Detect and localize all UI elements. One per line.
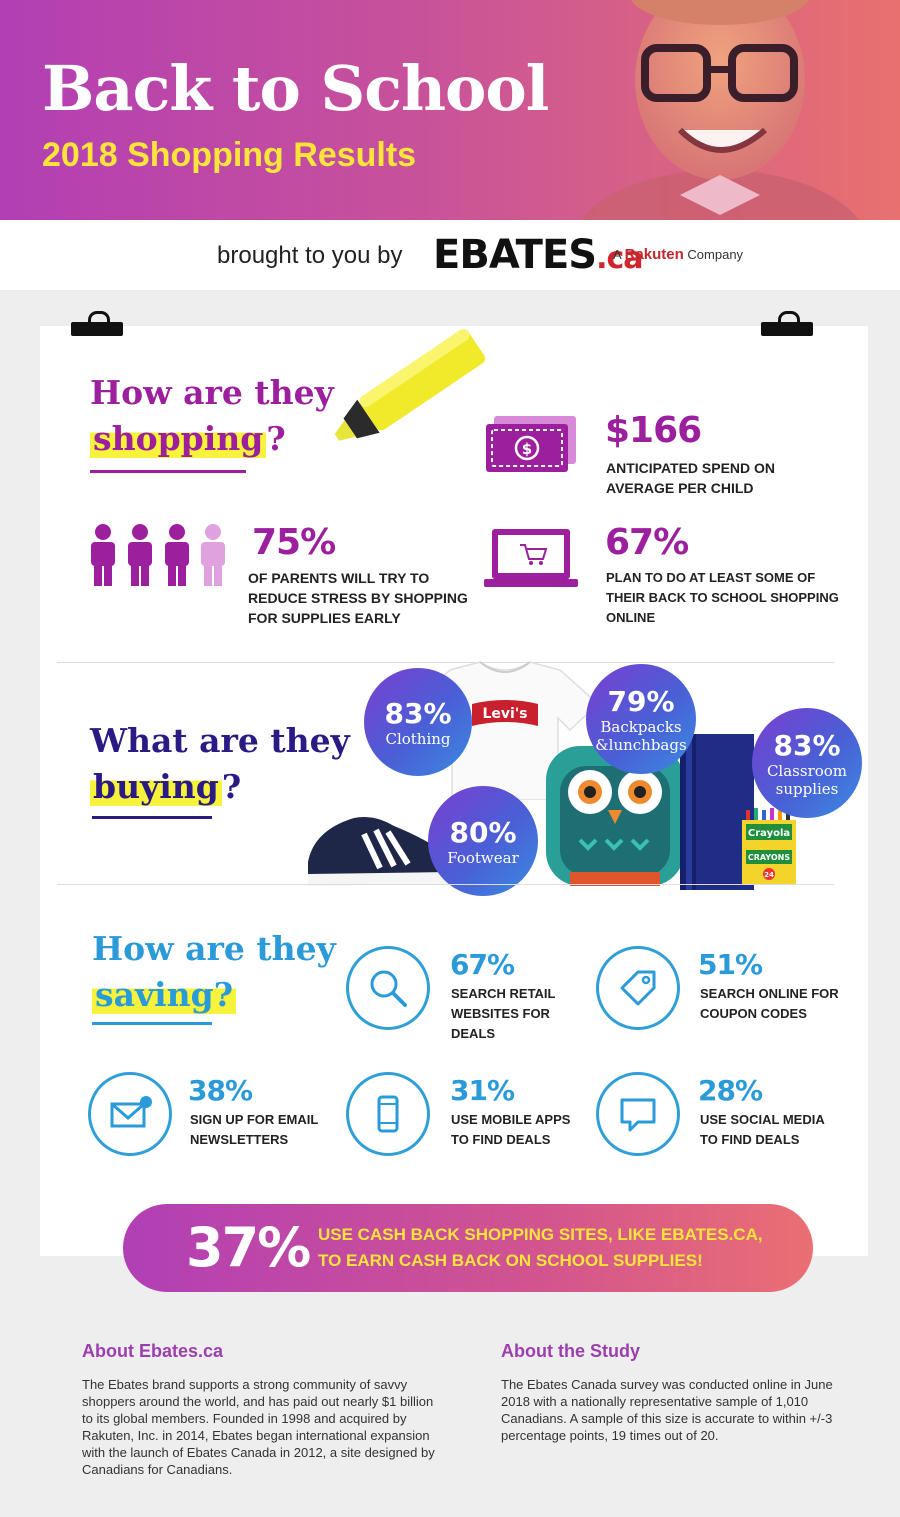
about-ebates-text: The Ebates brand supports a strong commu…: [82, 1377, 435, 1477]
tag-icon: [596, 946, 680, 1030]
crayons-image: Crayola CRAYONS 24: [742, 808, 796, 884]
saving-heading: How are they saving?: [92, 929, 336, 1014]
heading-underline: [92, 1022, 212, 1025]
parents-icon: [91, 524, 225, 586]
highlighter-icon: [334, 329, 486, 441]
save-stat-text: SEARCH ONLINE FOR COUPON CODES: [700, 986, 839, 1021]
money-icon: $: [486, 416, 576, 472]
save-stat-text: USE MOBILE APPS TO FIND DEALS: [451, 1112, 571, 1147]
crayola-label: Crayola: [748, 828, 790, 839]
binder-clip-icon: [761, 311, 813, 336]
cashback-value: 37%: [186, 1216, 311, 1279]
about-study-title: About the Study: [501, 1341, 640, 1361]
laptop-cart-icon: [484, 529, 578, 587]
save-stat-value: 51%: [698, 948, 763, 981]
save-stat-value: 28%: [698, 1074, 763, 1107]
chat-bubble-icon: [596, 1072, 680, 1156]
hero-title: Back to School: [42, 52, 549, 125]
online-text: PLAN TO DO AT LEAST SOME OF THEIR BACK T…: [606, 570, 839, 625]
crayon-count: 24: [764, 871, 774, 879]
bubble-clothing: 83% Clothing: [364, 668, 472, 776]
binder-clip-icon: [71, 311, 123, 336]
shopping-heading: How are they shopping?: [90, 373, 334, 458]
save-stat-value: 31%: [450, 1074, 515, 1107]
hero-banner: [0, 0, 900, 220]
ebates-logo: EBATES.ca: [433, 232, 644, 278]
save-stat-text: USE SOCIAL MEDIA TO FIND DEALS: [700, 1112, 825, 1147]
levis-logo: Levi's: [483, 706, 528, 722]
early-value: 75%: [252, 522, 336, 563]
about-ebates-title: About Ebates.ca: [82, 1341, 224, 1361]
cashback-text: USE CASH BACK SHOPPING SITES, LIKE EBATE…: [318, 1225, 763, 1270]
save-stat-text: SEARCH RETAIL WEBSITES FOR DEALS: [451, 986, 556, 1041]
heading-underline: [92, 816, 212, 819]
spend-text: ANTICIPATED SPEND ON AVERAGE PER CHILD: [606, 460, 776, 496]
buying-heading: What are they buying?: [90, 721, 350, 806]
svg-text:$: $: [522, 440, 532, 458]
save-stat-value: 67%: [450, 948, 515, 981]
search-icon: [346, 946, 430, 1030]
rakuten-tagline: A Rakuten Company: [613, 246, 744, 263]
child-photo: [580, 0, 860, 220]
bubble-classroom: 83% Classroom supplies: [752, 708, 862, 818]
online-value: 67%: [605, 522, 689, 563]
mobile-phone-icon: [346, 1072, 430, 1156]
hero-subtitle: 2018 Shopping Results: [42, 136, 417, 174]
save-stat-text: SIGN UP FOR EMAIL NEWSLETTERS: [190, 1112, 319, 1147]
spend-value: $166: [605, 410, 702, 451]
crayons-label: CRAYONS: [748, 853, 790, 862]
email-icon: [88, 1072, 172, 1156]
cashback-banner: [123, 1204, 813, 1292]
binder-image: [680, 734, 754, 890]
sneaker-image: [308, 817, 450, 886]
sponsor-bar: [0, 220, 900, 290]
bubble-backpacks: 79% Backpacks &lunchbags: [586, 664, 696, 774]
about-study-text: The Ebates Canada survey was conducted o…: [501, 1377, 833, 1443]
section-divider: [57, 884, 834, 885]
section-divider: [57, 662, 834, 663]
early-text: OF PARENTS WILL TRY TO REDUCE STRESS BY …: [248, 570, 468, 626]
owl-backpack-image: [546, 746, 684, 886]
brought-by-text: brought to you by: [217, 242, 403, 269]
heading-underline: [90, 470, 246, 473]
bubble-footwear: 80% Footwear: [428, 786, 538, 896]
save-stat-value: 38%: [188, 1074, 253, 1107]
